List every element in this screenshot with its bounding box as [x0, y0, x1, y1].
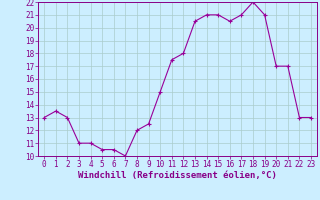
X-axis label: Windchill (Refroidissement éolien,°C): Windchill (Refroidissement éolien,°C) [78, 171, 277, 180]
